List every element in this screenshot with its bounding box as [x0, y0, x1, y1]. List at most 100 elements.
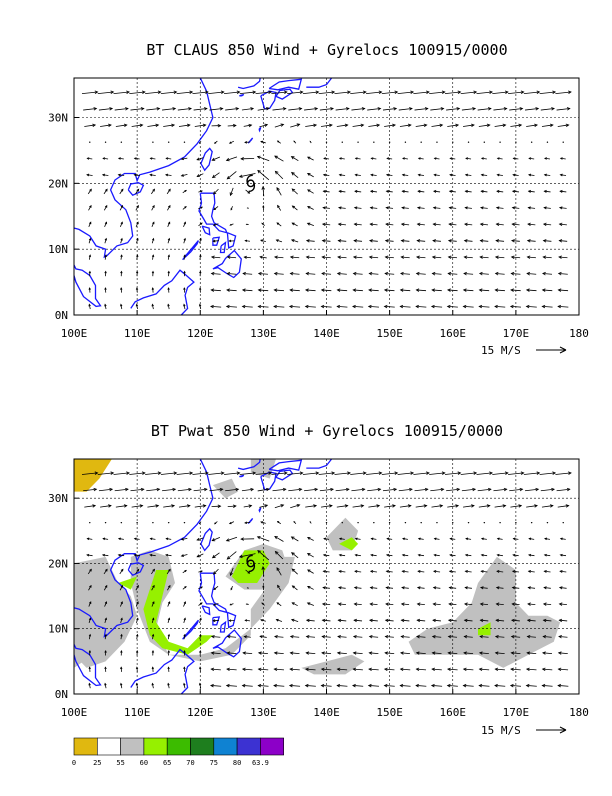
wind-vector	[463, 505, 474, 508]
wind-vector	[247, 208, 248, 209]
wind-vector	[119, 538, 124, 540]
wind-vector	[463, 684, 473, 687]
wind-vector	[526, 124, 537, 127]
wind-vector	[163, 505, 174, 508]
wind-vector	[477, 472, 493, 475]
wind-vector	[230, 141, 234, 143]
wind-vector	[434, 538, 439, 540]
wind-vector	[147, 505, 158, 508]
wind-vector	[200, 255, 202, 260]
wind-vector	[168, 272, 170, 277]
wind-vector	[120, 667, 122, 672]
wind-vector	[350, 91, 366, 94]
wind-vector	[334, 91, 350, 94]
reference-vector-arrow	[536, 727, 566, 733]
wind-vector	[152, 239, 154, 244]
wind-vector	[525, 108, 538, 111]
x-tick-label: 110E	[124, 706, 151, 719]
wind-vector	[563, 141, 564, 142]
wind-vector	[120, 206, 123, 211]
wind-vector	[290, 684, 300, 687]
wind-vector	[355, 587, 362, 589]
wind-vector	[433, 603, 440, 606]
wind-vector	[384, 505, 395, 508]
wind-vector	[275, 505, 284, 508]
wind-vector	[403, 538, 408, 540]
coastline	[202, 606, 210, 615]
wind-vector	[183, 222, 185, 227]
wind-vector	[353, 668, 363, 671]
wind-vector	[136, 522, 137, 523]
wind-vector	[354, 635, 363, 638]
wind-vector	[308, 554, 314, 558]
wind-vector	[482, 538, 487, 540]
wind-vector	[274, 289, 284, 292]
wind-vector	[146, 488, 159, 491]
wind-vector	[277, 188, 281, 196]
wind-vector	[510, 505, 521, 508]
wind-vector	[166, 158, 171, 160]
wind-vector	[544, 570, 550, 572]
wind-vector	[288, 108, 301, 111]
wind-vector	[326, 522, 327, 523]
wind-vector	[495, 124, 506, 127]
wind-vector	[87, 158, 92, 160]
wind-vector	[405, 141, 406, 142]
wind-vector	[373, 522, 374, 523]
y-tick-label: 10N	[48, 623, 68, 636]
wind-vector	[543, 668, 553, 671]
wind-vector	[558, 684, 568, 687]
wind-vector	[199, 522, 201, 524]
wind-vector	[231, 206, 233, 210]
wind-vector	[560, 207, 567, 209]
wind-vector	[418, 587, 425, 589]
wind-vector	[463, 124, 474, 127]
wind-vector	[418, 190, 424, 192]
wind-vector	[527, 289, 537, 292]
wind-vector	[403, 554, 409, 556]
wind-vector	[545, 174, 551, 176]
wind-vector	[163, 124, 174, 127]
wind-vector	[561, 538, 566, 540]
wind-vector	[275, 171, 282, 178]
wind-vector	[247, 588, 248, 589]
x-tick-label: 180	[569, 706, 589, 719]
wind-vector	[277, 223, 281, 226]
wind-vector	[103, 174, 109, 176]
coastline	[221, 243, 226, 253]
color-bar-swatch	[144, 738, 167, 755]
wind-vector	[292, 569, 297, 574]
wind-vector	[543, 652, 552, 655]
y-tick-label: 0N	[55, 309, 68, 322]
wind-vector	[370, 619, 378, 622]
coastline	[239, 475, 243, 476]
wind-vector	[168, 288, 170, 293]
wind-vector	[147, 124, 158, 127]
wind-vector	[545, 538, 550, 540]
wind-vector	[481, 223, 488, 226]
wind-vector	[88, 189, 91, 194]
wind-vector	[529, 538, 534, 540]
wind-vector	[496, 256, 505, 259]
wind-vector	[308, 223, 314, 226]
color-bar-swatch	[74, 738, 97, 755]
color-bar-swatch	[167, 738, 190, 755]
wind-vector	[351, 488, 364, 491]
panel-title: BT CLAUS 850 Wind + Gyrelocs 100915/0000	[146, 41, 507, 59]
wind-vector	[369, 289, 379, 292]
wind-vector	[498, 538, 503, 540]
wind-vector	[370, 603, 377, 606]
wind-vector	[103, 158, 108, 160]
wind-vector	[121, 255, 123, 260]
wind-vector	[105, 288, 107, 293]
wind-vector	[418, 603, 425, 606]
wind-vector	[168, 522, 169, 523]
wind-vector	[89, 255, 91, 260]
wind-vector	[366, 91, 382, 94]
wind-vector	[416, 124, 427, 127]
wind-vector	[182, 174, 188, 176]
wind-vector	[290, 124, 299, 127]
wind-vector	[211, 684, 221, 687]
wind-vector	[515, 141, 516, 142]
wind-vector	[212, 537, 220, 540]
